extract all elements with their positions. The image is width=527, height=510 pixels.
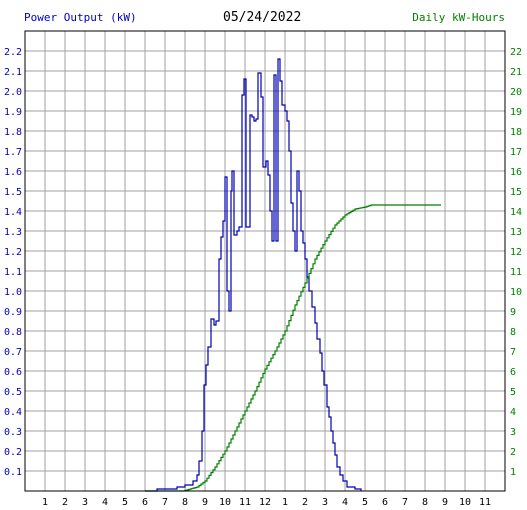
x-tick-label: 2 (302, 497, 308, 508)
x-tick-label: 4 (102, 497, 108, 508)
x-tick-label: 12 (259, 497, 271, 508)
x-tick-label: 8 (182, 497, 188, 508)
right-tick-label: 22 (510, 47, 522, 58)
right-tick-label: 18 (510, 127, 522, 138)
right-tick-label: 2 (510, 447, 516, 458)
left-tick-label: 1.7 (4, 147, 22, 158)
left-tick-label: 0.1 (4, 467, 22, 478)
left-tick-label: 0.2 (4, 447, 22, 458)
right-axis-title: Daily kW-Hours (412, 11, 505, 24)
daily-kwh-line (145, 204, 441, 492)
left-tick-label: 2.0 (4, 87, 22, 98)
right-tick-label: 3 (510, 427, 516, 438)
right-tick-label: 5 (510, 387, 516, 398)
left-tick-label: 1.1 (4, 267, 22, 278)
x-tick-label: 1 (282, 497, 288, 508)
left-tick-label: 0.8 (4, 327, 22, 338)
x-tick-label: 1 (42, 497, 48, 508)
left-tick-label: 1.0 (4, 287, 22, 298)
x-tick-label: 7 (162, 497, 168, 508)
x-tick-label: 4 (342, 497, 348, 508)
left-axis-title: Power Output (kW) (24, 11, 137, 24)
right-tick-label: 12 (510, 247, 522, 258)
chart-date-title: 05/24/2022 (223, 10, 302, 25)
right-tick-label: 6 (510, 367, 516, 378)
x-tick-label: 3 (322, 497, 328, 508)
right-tick-label: 21 (510, 67, 522, 78)
x-tick-label: 2 (62, 497, 68, 508)
daily-kwh-series (145, 204, 441, 492)
left-tick-label: 1.4 (4, 207, 22, 218)
left-tick-label: 1.8 (4, 127, 22, 138)
x-tick-label: 10 (219, 497, 231, 508)
right-tick-label: 16 (510, 167, 522, 178)
power-output-line (145, 58, 362, 492)
right-tick-label: 17 (510, 147, 522, 158)
x-tick-label: 5 (122, 497, 128, 508)
right-tick-label: 15 (510, 187, 522, 198)
right-tick-label: 19 (510, 107, 522, 118)
right-tick-label: 7 (510, 347, 516, 358)
left-tick-label: 1.3 (4, 227, 22, 238)
x-tick-label: 6 (382, 497, 388, 508)
left-tick-label: 1.9 (4, 107, 22, 118)
left-axis-ticks: 0.1 0.2 0.3 0.4 0.5 0.6 0.7 0.8 0.9 1.0 1.1 1.2 1.3 1… (4, 47, 22, 478)
left-tick-label: 0.5 (4, 387, 22, 398)
chart-grid (25, 31, 505, 491)
left-tick-label: 2.2 (4, 47, 22, 58)
right-tick-label: 4 (510, 407, 516, 418)
right-tick-label: 14 (510, 207, 522, 218)
plot-area-frame (24, 30, 506, 492)
x-tick-label: 8 (422, 497, 428, 508)
right-tick-label: 9 (510, 307, 516, 318)
x-tick-label: 11 (239, 497, 251, 508)
x-tick-label: 9 (442, 497, 448, 508)
right-tick-label: 10 (510, 287, 522, 298)
right-tick-label: 1 (510, 467, 516, 478)
x-tick-label: 3 (82, 497, 88, 508)
left-tick-label: 1.5 (4, 187, 22, 198)
right-tick-label: 11 (510, 267, 522, 278)
power-output-series (145, 58, 362, 492)
left-tick-label: 0.3 (4, 427, 22, 438)
x-tick-label: 10 (459, 497, 471, 508)
right-tick-label: 8 (510, 327, 516, 338)
left-tick-label: 0.4 (4, 407, 22, 418)
left-tick-label: 1.6 (4, 167, 22, 178)
left-tick-label: 1.2 (4, 247, 22, 258)
x-tick-label: 9 (202, 497, 208, 508)
left-tick-label: 2.1 (4, 67, 22, 78)
x-tick-label: 11 (479, 497, 491, 508)
right-tick-label: 20 (510, 87, 522, 98)
x-tick-label: 6 (142, 497, 148, 508)
left-tick-label: 0.7 (4, 347, 22, 358)
x-axis-ticks: 1 2 3 4 5 6 7 8 9 10 11 12 1 2 3 4 5 6 7 8 9 10 11 (42, 497, 491, 508)
right-tick-label: 13 (510, 227, 522, 238)
left-tick-label: 0.9 (4, 307, 22, 318)
x-tick-label: 7 (402, 497, 408, 508)
left-tick-label: 0.6 (4, 367, 22, 378)
x-tick-label: 5 (362, 497, 368, 508)
